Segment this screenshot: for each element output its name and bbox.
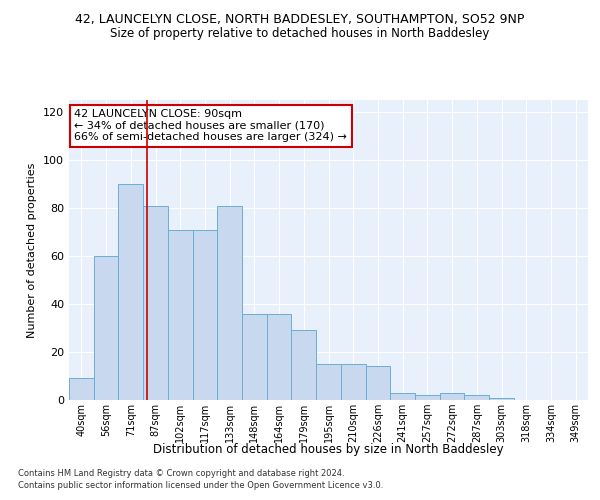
Bar (94, 256, 118, 400)
Text: Contains HM Land Registry data © Crown copyright and database right 2024.: Contains HM Land Registry data © Crown c… (18, 468, 344, 477)
Text: 42, LAUNCELYN CLOSE, NORTH BADDESLEY, SOUTHAMPTON, SO52 9NP: 42, LAUNCELYN CLOSE, NORTH BADDESLEY, SO… (76, 12, 524, 26)
Bar (365, 366, 390, 400)
Bar (316, 364, 341, 400)
Bar (143, 206, 168, 400)
Bar (341, 364, 365, 400)
Text: Contains public sector information licensed under the Open Government Licence v3: Contains public sector information licen… (18, 481, 383, 490)
Bar (464, 395, 489, 400)
Bar (118, 184, 143, 400)
Text: Distribution of detached houses by size in North Baddesley: Distribution of detached houses by size … (154, 442, 504, 456)
Bar (415, 395, 440, 400)
Bar (193, 230, 217, 400)
Text: 42 LAUNCELYN CLOSE: 90sqm
← 34% of detached houses are smaller (170)
66% of semi: 42 LAUNCELYN CLOSE: 90sqm ← 34% of detac… (74, 109, 347, 142)
Bar (440, 393, 464, 400)
Bar (390, 393, 415, 400)
Bar (242, 314, 267, 400)
Text: Size of property relative to detached houses in North Baddesley: Size of property relative to detached ho… (110, 28, 490, 40)
Y-axis label: Number of detached properties: Number of detached properties (28, 162, 37, 338)
Bar (69, 378, 94, 400)
Bar (292, 330, 316, 400)
Bar (168, 230, 193, 400)
Bar (217, 206, 242, 400)
Bar (489, 398, 514, 400)
Bar (267, 314, 292, 400)
